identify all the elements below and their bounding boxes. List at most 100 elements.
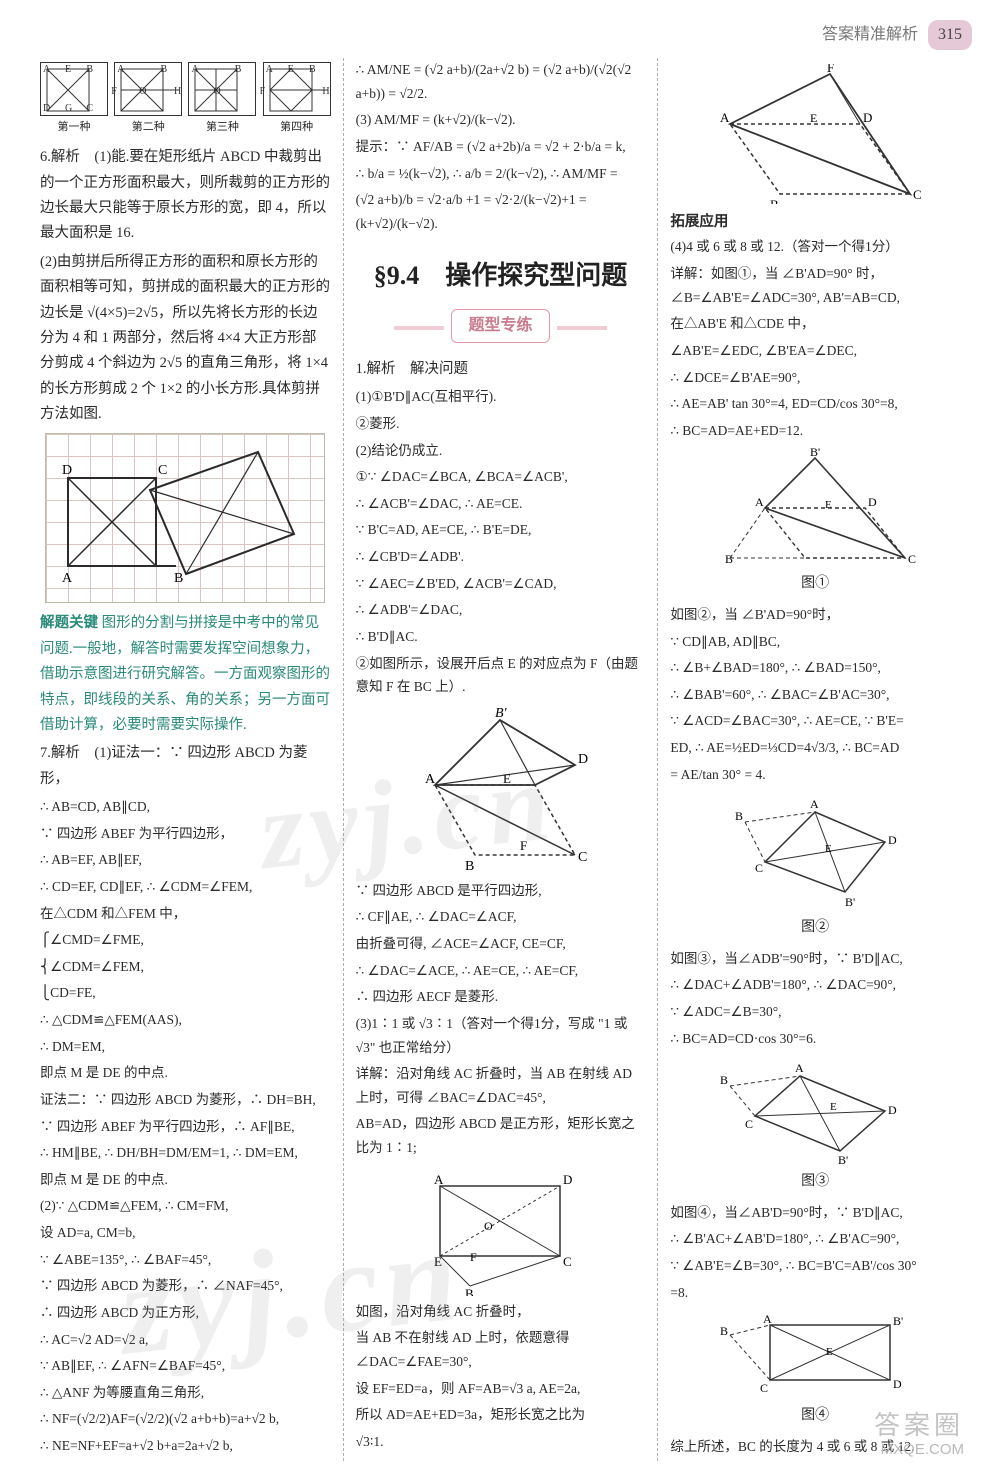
- svg-text:C: C: [760, 1381, 768, 1395]
- svg-text:B: B: [770, 197, 779, 204]
- p7_8: ⎩CD=FE,: [40, 981, 331, 1005]
- svg-text:B: B: [720, 1324, 728, 1338]
- fig-1-c3: AB' DC BE: [705, 448, 925, 568]
- e16: ∴ ∠DAC+∠ADB'=180°, ∴ ∠DAC=90°,: [670, 973, 960, 997]
- p7_17: 设 AD=a, CM=b,: [40, 1221, 331, 1245]
- keyblock: 解题关键 图形的分割与拼接是中考中的常见问题.一般地，解答时需要发挥空间想象力，…: [40, 611, 331, 738]
- footer-url: MXQE.COM: [874, 1441, 964, 1459]
- svg-text:A: A: [434, 1172, 444, 1187]
- p7_15: 即点 M 是 DE 的中点.: [40, 1168, 331, 1192]
- p7_6: ⎧∠CMD=∠FME,: [40, 928, 331, 952]
- svg-text:A: A: [795, 1061, 804, 1075]
- q1_11: ②如图所示，设展开后点 E 的对应点为 F（由题意知 F 在 BC 上）.: [356, 652, 646, 699]
- q1_16: ∴ 四边形 AECF 是菱形.: [356, 985, 646, 1009]
- fold-figure-2: AD EC BO F: [410, 1166, 590, 1296]
- e20: ∴ ∠B'AC+∠AB'D=180°, ∴ ∠B'AC=90°,: [670, 1227, 960, 1251]
- svg-text:C: C: [158, 463, 167, 478]
- q1_6: ∵ B'C=AD, AE=CE, ∴ B'E=DE,: [356, 518, 646, 542]
- svg-text:C: C: [755, 861, 763, 875]
- p7head: 7.解析 (1)证法一：∵ 四边形 ABCD 为菱形，: [40, 741, 331, 792]
- svg-text:C: C: [563, 1254, 572, 1269]
- cap2: 第二种: [114, 118, 182, 137]
- key-head: 解题关键: [40, 615, 98, 631]
- pill-label: 题型专练: [451, 309, 549, 343]
- e19: 如图④，当∠AB'D=90°时，∵ B'D∥AC,: [670, 1201, 960, 1225]
- svg-text:B': B': [845, 895, 855, 909]
- e10: ∴ ∠B+∠BAD=180°, ∴ ∠BAD=150°,: [670, 656, 960, 680]
- e4: ∠AB'E=∠EDC, ∠B'EA=∠DEC,: [670, 339, 960, 363]
- p7_1: ∴ AB=CD, AB∥CD,: [40, 795, 331, 819]
- eq3: 提示：∵ AF/AB = (√2 a+2b)/a = √2 + 2·b/a = …: [356, 135, 646, 159]
- svg-text:B': B': [893, 1314, 903, 1328]
- svg-text:A: A: [425, 772, 436, 787]
- p7_5: 在△CDM 和△FEM 中，: [40, 902, 331, 926]
- svg-text:B: B: [174, 571, 183, 586]
- e12: ∵ ∠ACD=∠BAC=30°, ∴ AE=CE, ∵ B'E=: [670, 709, 960, 733]
- p7_22: ∵ AB∥EF, ∴ ∠AFN=∠BAF=45°,: [40, 1354, 331, 1378]
- cap1: 第一种: [40, 118, 108, 137]
- extend-title: 拓展应用: [670, 210, 960, 235]
- p6b: (2)由剪拼后所得正方形的面积和原长方形的面积相等可知，剪拼成的面积最大的正方形…: [40, 250, 331, 428]
- section-title: §9.4 操作探究型问题: [356, 253, 646, 299]
- p7_13: ∵ 四边形 ABEF 为平行四边形，∴ AF∥BE,: [40, 1115, 331, 1139]
- eq2: (3) AM/MF = (k+√2)/(k−√2).: [356, 108, 646, 132]
- key-text: 图形的分割与拼接是中考中的常见问题.一般地，解答时需要发挥空间想象力，借助示意图…: [40, 615, 330, 733]
- page-number: 315: [928, 20, 972, 50]
- page-header: 答案精准解析 315: [28, 20, 972, 50]
- fig-3-c3: AD BC B'E: [710, 1056, 920, 1166]
- q1_21: 当 AB 不在射线 AD 上时，依题意得 ∠DAC=∠FAE=30°,: [356, 1326, 646, 1373]
- p7_20: ∴ 四边形 ABCD 为正方形,: [40, 1301, 331, 1325]
- svg-text:F: F: [520, 838, 527, 853]
- svg-text:E: E: [826, 1346, 833, 1358]
- q1_10: ∴ B'D∥AC.: [356, 625, 646, 649]
- svg-text:D: D: [62, 463, 72, 478]
- q1_17: (3)1∶1 或 √3∶1（答对一个得1分，写成 "1 或√3" 也正常给分）: [356, 1012, 646, 1059]
- column-2: ∴ AM/NE = (√2 a+b)/(2a+√2 b) = (√2 a+b)/…: [343, 58, 658, 1461]
- cap-f2: 图②: [670, 916, 960, 941]
- fig-4-c3: AB' BC DE: [710, 1310, 920, 1400]
- e2: 详解：如图①，当 ∠B'AD=90° 时，∠B=∠AB'E=∠ADC=30°, …: [670, 262, 960, 309]
- p6a: 6.解析 (1)能.要在矩形纸片 ABCD 中裁剪出的一个正方形面积最大，则所裁…: [40, 145, 331, 247]
- e9: ∵ CD∥AB, AD∥BC,: [670, 630, 960, 654]
- p7_25: ∴ NE=NF+EF=a+√2 b+a=2a+√2 b,: [40, 1434, 331, 1458]
- column-1: AEB DGC 第一种 AB FOH 第二种 AB O 第三种: [28, 58, 343, 1461]
- svg-text:F: F: [827, 64, 834, 75]
- pill-row: 题型专练: [356, 309, 646, 343]
- e17: ∵ ∠ADC=∠B=30°,: [670, 1000, 960, 1024]
- p7_3: ∴ AB=EF, AB∥EF,: [40, 848, 331, 872]
- column-3: A F D C B E 拓展应用 (4)4 或 6 或 8 或 12.（答对一个得1分…: [657, 58, 972, 1461]
- q1_19: AB=AD，四边形 ABCD 是正方形，矩形长宽之比为 1∶1;: [356, 1112, 646, 1159]
- e1: (4)4 或 6 或 8 或 12.（答对一个得1分）: [670, 235, 960, 259]
- svg-text:D: D: [563, 1172, 572, 1187]
- p7_18: ∵ ∠ABE=135°, ∴ ∠BAF=45°,: [40, 1248, 331, 1272]
- q1_24: √3∶1.: [356, 1430, 646, 1454]
- p7_2: ∵ 四边形 ABEF 为平行四边形，: [40, 822, 331, 846]
- svg-text:D: D: [863, 110, 872, 125]
- fold-figure-1: A B' D C B E F: [395, 705, 605, 875]
- svg-text:E: E: [434, 1254, 442, 1269]
- q1head: 1.解析 解决问题: [356, 357, 646, 382]
- svg-text:E: E: [825, 499, 832, 511]
- svg-text:B: B: [725, 552, 733, 566]
- svg-text:E: E: [503, 771, 511, 786]
- eq4: ∴ b/a = ½(k−√2), ∴ a/b = 2/(k−√2), ∴ AM/…: [356, 162, 646, 186]
- e22: =8.: [670, 1281, 960, 1305]
- q1_8: ∵ ∠AEC=∠B'ED, ∠ACB'=∠CAD,: [356, 572, 646, 596]
- p7_16: (2)∵ △CDM≌△FEM, ∴ CM=FM,: [40, 1194, 331, 1218]
- eq1: ∴ AM/NE = (√2 a+b)/(2a+√2 b) = (√2 a+b)/…: [356, 58, 646, 105]
- p7_12: 证法二：∵ 四边形 ABCD 为菱形，∴ DH=BH,: [40, 1088, 331, 1112]
- svg-text:B: B: [735, 809, 743, 823]
- footer-watermark: 答案圈 MXQE.COM: [874, 1410, 964, 1459]
- eq5: (√2 a+b)/b = √2·a/b +1 = √2·2/(k−√2)+1 =…: [356, 188, 646, 235]
- e18: ∴ BC=AD=CD·cos 30°=6.: [670, 1027, 960, 1051]
- q1_12: ∵ 四边形 ABCD 是平行四边形,: [356, 879, 646, 903]
- svg-text:D: D: [578, 752, 588, 767]
- cap-f1: 图①: [670, 572, 960, 597]
- p7_23: ∴ △ANF 为等腰直角三角形,: [40, 1381, 331, 1405]
- e6: ∴ AE=AB' tan 30°=4, ED=CD/cos 30°=8,: [670, 392, 960, 416]
- fig-sq1: AEB DGC: [40, 62, 108, 116]
- q1_14: 由折叠可得, ∠ACE=∠ACF, CE=CF,: [356, 932, 646, 956]
- q1_18: 详解：沿对角线 AC 折叠时，当 AB 在射线 AD 上时，可得 ∠BAC=∠D…: [356, 1062, 646, 1109]
- fig-sq2: AB FOH: [114, 62, 182, 116]
- svg-text:B': B': [838, 1153, 848, 1166]
